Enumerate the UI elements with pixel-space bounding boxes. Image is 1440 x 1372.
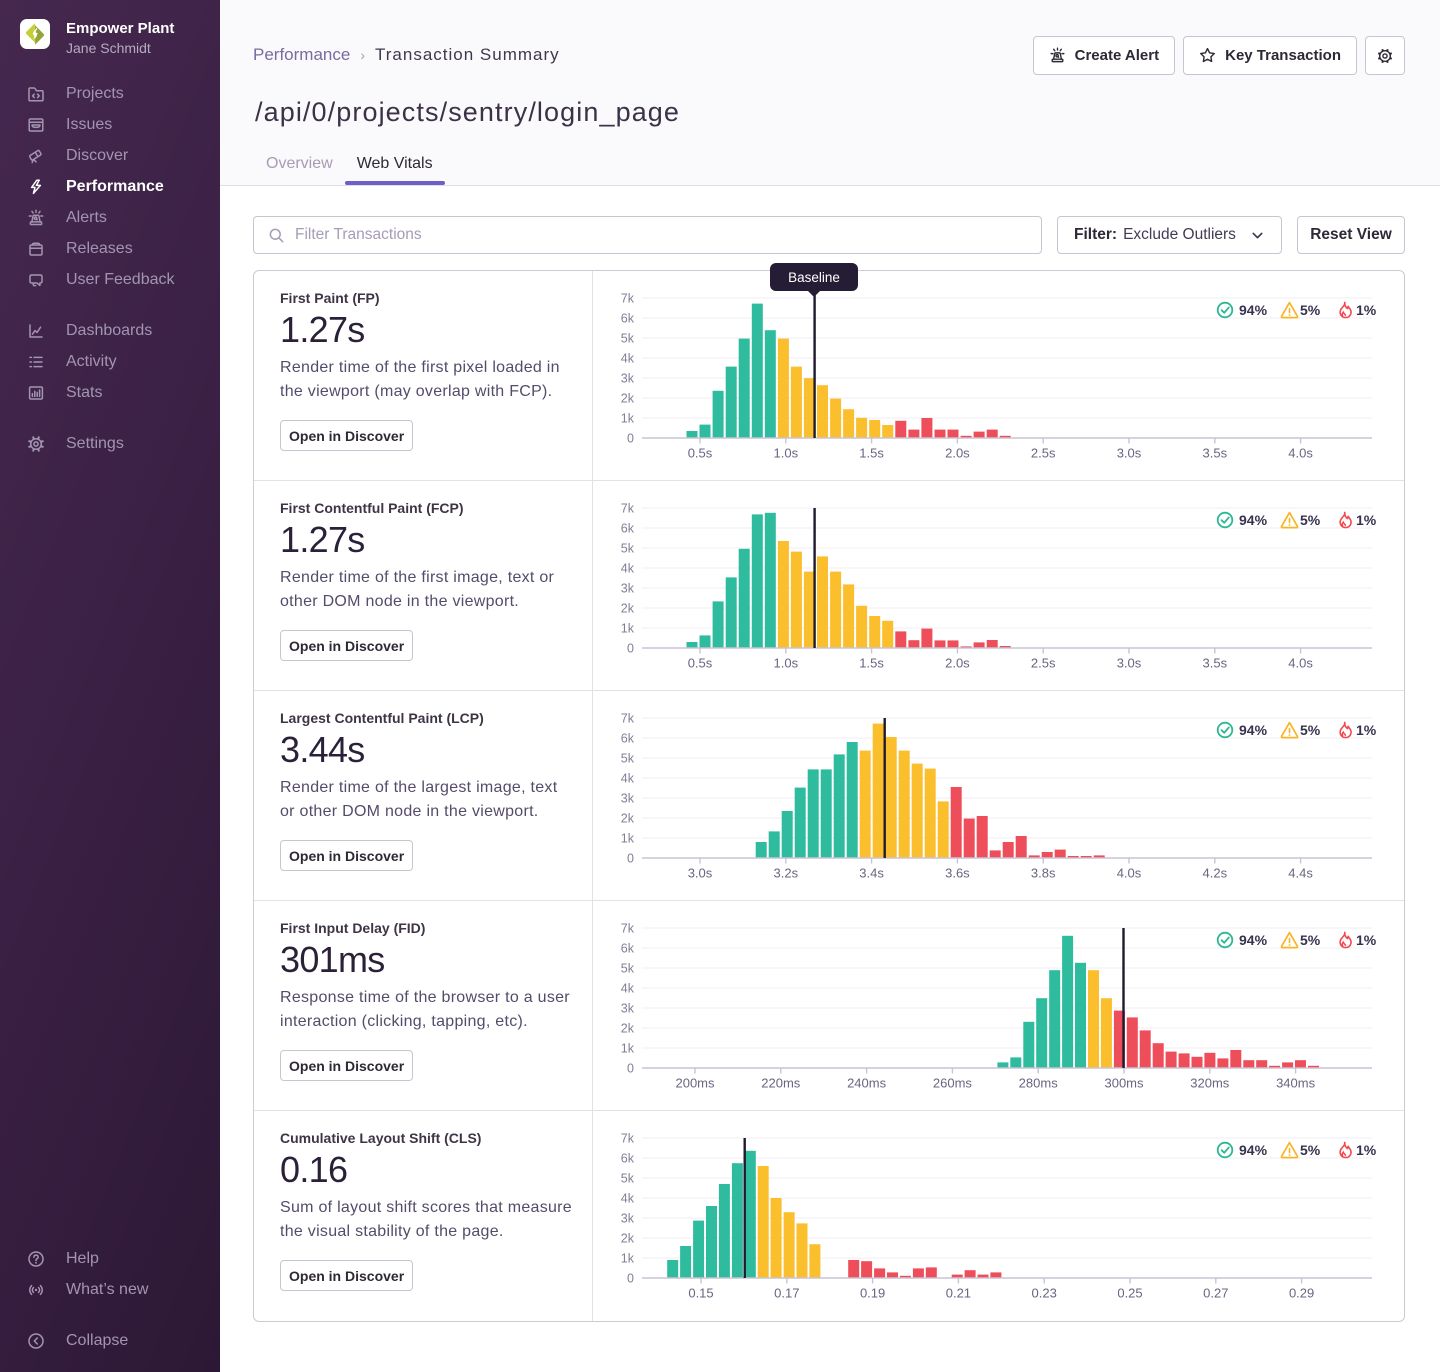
svg-text:4k: 4k	[621, 1192, 635, 1206]
svg-text:0.27: 0.27	[1203, 1286, 1228, 1301]
svg-text:7k: 7k	[621, 922, 635, 936]
svg-text:94%: 94%	[1239, 722, 1268, 738]
svg-text:1k: 1k	[621, 1252, 635, 1266]
svg-text:0.17: 0.17	[774, 1286, 799, 1301]
svg-text:7k: 7k	[621, 712, 635, 726]
svg-text:5%: 5%	[1300, 302, 1321, 318]
svg-text:2.0s: 2.0s	[945, 656, 970, 671]
svg-text:5%: 5%	[1300, 722, 1321, 738]
svg-text:2k: 2k	[621, 392, 635, 406]
svg-text:5k: 5k	[621, 332, 635, 346]
svg-text:3k: 3k	[621, 792, 635, 806]
svg-text:320ms: 320ms	[1190, 1076, 1230, 1091]
svg-text:4k: 4k	[621, 562, 635, 576]
svg-text:0.29: 0.29	[1289, 1286, 1314, 1301]
svg-text:2.0s: 2.0s	[945, 446, 970, 461]
svg-text:2.5s: 2.5s	[1031, 656, 1056, 671]
svg-text:3k: 3k	[621, 582, 635, 596]
svg-text:6k: 6k	[621, 1152, 635, 1166]
svg-text:3.5s: 3.5s	[1203, 446, 1228, 461]
svg-text:2k: 2k	[621, 602, 635, 616]
svg-text:4.4s: 4.4s	[1288, 866, 1313, 881]
svg-text:5%: 5%	[1300, 1142, 1321, 1158]
svg-text:5%: 5%	[1300, 512, 1321, 528]
svg-text:4.0s: 4.0s	[1117, 866, 1142, 881]
svg-text:0: 0	[627, 852, 634, 866]
svg-text:3.6s: 3.6s	[945, 866, 970, 881]
svg-text:7k: 7k	[621, 1132, 635, 1146]
svg-text:94%: 94%	[1239, 512, 1268, 528]
svg-text:5k: 5k	[621, 1172, 635, 1186]
svg-text:1.5s: 1.5s	[859, 656, 884, 671]
svg-text:0.21: 0.21	[946, 1286, 971, 1301]
svg-text:0: 0	[627, 1272, 634, 1286]
svg-text:200ms: 200ms	[675, 1076, 715, 1091]
svg-text:5%: 5%	[1300, 932, 1321, 948]
svg-text:3.5s: 3.5s	[1203, 656, 1228, 671]
svg-text:1.0s: 1.0s	[774, 446, 799, 461]
svg-text:6k: 6k	[621, 732, 635, 746]
svg-text:0.23: 0.23	[1032, 1286, 1057, 1301]
svg-text:3.0s: 3.0s	[688, 866, 713, 881]
svg-text:1k: 1k	[621, 412, 635, 426]
svg-text:7k: 7k	[621, 292, 635, 306]
svg-text:1.0s: 1.0s	[774, 656, 799, 671]
svg-text:0: 0	[627, 1062, 634, 1076]
svg-text:2k: 2k	[621, 1232, 635, 1246]
svg-text:3k: 3k	[621, 1002, 635, 1016]
svg-text:4k: 4k	[621, 352, 635, 366]
svg-text:280ms: 280ms	[1019, 1076, 1059, 1091]
svg-text:4.0s: 4.0s	[1288, 446, 1313, 461]
svg-text:340ms: 340ms	[1276, 1076, 1316, 1091]
svg-text:4k: 4k	[621, 982, 635, 996]
svg-text:94%: 94%	[1239, 302, 1268, 318]
svg-text:0: 0	[627, 432, 634, 446]
svg-text:1k: 1k	[621, 622, 635, 636]
svg-text:240ms: 240ms	[847, 1076, 887, 1091]
svg-text:6k: 6k	[621, 522, 635, 536]
svg-text:4.0s: 4.0s	[1288, 656, 1313, 671]
svg-text:0.19: 0.19	[860, 1286, 885, 1301]
svg-text:1%: 1%	[1356, 722, 1377, 738]
svg-text:5k: 5k	[621, 542, 635, 556]
svg-text:3.0s: 3.0s	[1117, 446, 1142, 461]
svg-text:1k: 1k	[621, 1042, 635, 1056]
svg-text:0: 0	[627, 642, 634, 656]
svg-text:220ms: 220ms	[761, 1076, 801, 1091]
svg-text:7k: 7k	[621, 502, 635, 516]
svg-text:3.2s: 3.2s	[774, 866, 799, 881]
svg-text:1%: 1%	[1356, 932, 1377, 948]
svg-text:1.5s: 1.5s	[859, 446, 884, 461]
svg-text:94%: 94%	[1239, 932, 1268, 948]
svg-text:0.5s: 0.5s	[688, 446, 713, 461]
svg-text:5k: 5k	[621, 752, 635, 766]
svg-text:3.0s: 3.0s	[1117, 656, 1142, 671]
svg-text:2.5s: 2.5s	[1031, 446, 1056, 461]
svg-text:260ms: 260ms	[933, 1076, 973, 1091]
svg-text:3.8s: 3.8s	[1031, 866, 1056, 881]
svg-text:3k: 3k	[621, 1212, 635, 1226]
svg-text:5k: 5k	[621, 962, 635, 976]
svg-text:0.5s: 0.5s	[688, 656, 713, 671]
svg-text:1k: 1k	[621, 832, 635, 846]
svg-text:300ms: 300ms	[1104, 1076, 1144, 1091]
svg-text:4k: 4k	[621, 772, 635, 786]
svg-text:3k: 3k	[621, 372, 635, 386]
svg-text:94%: 94%	[1239, 1142, 1268, 1158]
svg-text:2k: 2k	[621, 812, 635, 826]
svg-text:1%: 1%	[1356, 302, 1377, 318]
svg-text:1%: 1%	[1356, 512, 1377, 528]
svg-text:6k: 6k	[621, 942, 635, 956]
svg-text:6k: 6k	[621, 312, 635, 326]
svg-text:0.15: 0.15	[688, 1286, 713, 1301]
svg-text:1%: 1%	[1356, 1142, 1377, 1158]
svg-text:0.25: 0.25	[1117, 1286, 1142, 1301]
svg-text:4.2s: 4.2s	[1203, 866, 1228, 881]
svg-text:3.4s: 3.4s	[859, 866, 884, 881]
svg-text:2k: 2k	[621, 1022, 635, 1036]
